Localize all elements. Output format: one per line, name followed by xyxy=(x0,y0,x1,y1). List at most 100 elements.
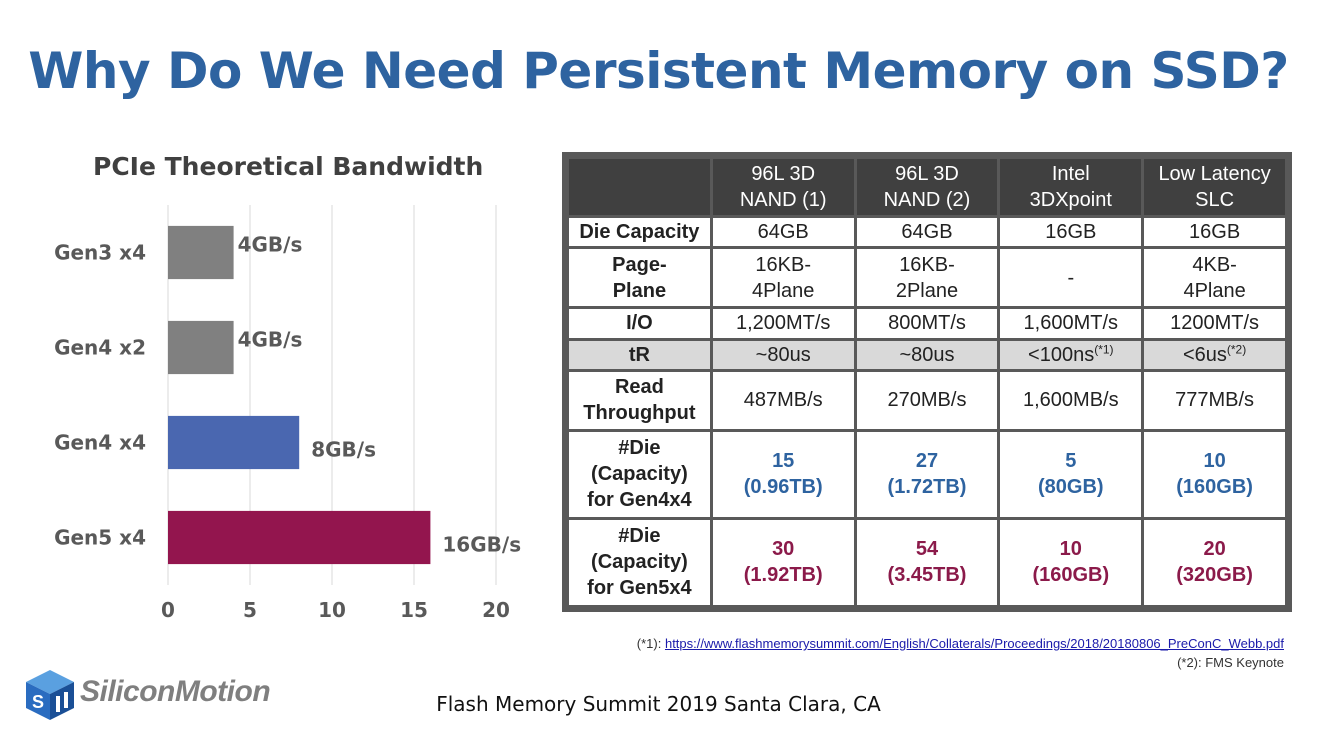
cell-line: SLC xyxy=(1195,189,1235,211)
cell-line: 777MB/s xyxy=(1175,389,1255,412)
table-cell: 4KB- 4Plane xyxy=(1144,249,1285,307)
cell-line: 487MB/s xyxy=(743,389,823,412)
table-cell: 15 (0.96TB) xyxy=(712,431,854,517)
table-cell: 54 (3.45TB) xyxy=(856,519,998,605)
svg-text:S: S xyxy=(32,692,44,712)
table-cell: 10 (160GB) xyxy=(1000,519,1142,605)
cell-line: 96L 3D xyxy=(895,163,959,185)
table-cell: 777MB/s xyxy=(1144,371,1285,429)
table-cell: 270MB/s xyxy=(856,371,998,429)
data-label: 4GB/s xyxy=(238,328,303,352)
table-cell: <100ns(*1) xyxy=(1000,340,1142,369)
bar xyxy=(168,225,234,280)
table-cell: 30 (1.92TB) xyxy=(712,519,854,605)
cell-line: 10 xyxy=(1203,450,1226,473)
data-label: 8GB/s xyxy=(311,438,376,462)
footnote-1-prefix: (*1): xyxy=(636,636,665,651)
x-tick-label: 5 xyxy=(243,598,257,622)
table-cell: 10 (160GB) xyxy=(1144,431,1285,517)
data-label: 16GB/s xyxy=(442,533,521,557)
category-label: Gen5 x4 xyxy=(54,526,146,550)
cell-line: ~80us xyxy=(899,343,955,366)
cell-line: Plane xyxy=(612,279,667,302)
cell-line: 96L 3D xyxy=(751,163,816,185)
table-cell: ~80us xyxy=(856,340,998,369)
cell-line: 16GB xyxy=(1189,221,1241,244)
cell-line: 16KB- xyxy=(755,253,811,276)
footnote-1-link[interactable]: https://www.flashmemorysummit.com/Englis… xyxy=(664,636,1284,651)
cell-line: 54 xyxy=(915,538,939,561)
cell-line: 1,200MT/s xyxy=(735,312,831,335)
cell-line: 4Plane xyxy=(1183,279,1246,302)
cell-line: 3DXpoint xyxy=(1029,189,1112,211)
table-cell: - xyxy=(1000,249,1142,307)
cell-line: ~80us xyxy=(755,343,811,366)
cell-line: 5 xyxy=(1065,450,1077,473)
cell-line: 16KB- xyxy=(899,253,955,276)
cell-line: (1.72TB) xyxy=(887,476,967,499)
data-label: 4GB/s xyxy=(238,233,303,257)
cell-line: - xyxy=(1067,266,1075,289)
footnote-1: (*1): https://www.flashmemorysummit.com/… xyxy=(637,636,1284,651)
table-cell: 1,600MB/s xyxy=(1000,371,1142,429)
cell-line: (80GB) xyxy=(1038,476,1104,499)
table-cell: 1,200MT/s xyxy=(712,309,854,338)
cell-line: 30 xyxy=(772,538,795,561)
cell-line: #Die (Capacity) xyxy=(591,525,688,574)
cell-line: 27 xyxy=(915,450,939,473)
footnote-marker: (*1) xyxy=(1094,342,1114,357)
comparison-table: 96L 3D NAND (1) 96L 3D NAND (2) Intel 3DXpoin… xyxy=(562,152,1292,612)
cell-line: #Die (Capacity) xyxy=(591,437,688,486)
logo-text: SiliconMotion xyxy=(80,675,271,708)
cell-line: for Gen5x4 xyxy=(587,577,692,600)
column-header: 96L 3D NAND (1) xyxy=(712,159,854,215)
bandwidth-bar-chart: 0 5 10 15 20 Gen3 x4 4GB/s Gen4 x2 4GB/s Gen4 x4 8… xyxy=(54,205,521,622)
table-cell: 800MT/s xyxy=(856,309,998,338)
row-label: tR xyxy=(569,340,710,369)
cell-line: NAND (1) xyxy=(739,189,827,211)
header-corner xyxy=(569,159,710,215)
footnote-2: (*2): FMS Keynote xyxy=(1177,655,1284,670)
table-cell: 64GB xyxy=(856,218,998,247)
cell-value: <100ns xyxy=(1028,343,1095,366)
table-cell: 27 (1.72TB) xyxy=(856,431,998,517)
bar xyxy=(168,510,431,565)
cell-line: Page- xyxy=(612,253,667,276)
cell-line: Read xyxy=(614,376,664,399)
cell-line: 1,600MT/s xyxy=(1023,312,1119,335)
table-cell: 20 (320GB) xyxy=(1144,519,1285,605)
cell-line: (320GB) xyxy=(1176,564,1253,587)
cell-line: Intel xyxy=(1051,163,1090,185)
x-tick-label: 20 xyxy=(482,598,510,622)
x-tick-label: 15 xyxy=(400,598,428,622)
cell-value: <6us xyxy=(1182,343,1227,366)
table-cell: 487MB/s xyxy=(712,371,854,429)
cell-line: 800MT/s xyxy=(888,312,966,335)
cell-line: I/O xyxy=(626,312,653,335)
cell-line: (0.96TB) xyxy=(743,476,823,499)
row-label: #Die (Capacity) for Gen4x4 xyxy=(569,431,710,517)
category-label: Gen4 x4 xyxy=(54,431,146,455)
silicon-motion-cube-logo-icon: S xyxy=(26,670,74,720)
bar xyxy=(168,320,234,375)
cell-line: Die Capacity xyxy=(579,221,700,244)
row-label: #Die (Capacity) for Gen5x4 xyxy=(569,519,710,605)
row-label: Die Capacity xyxy=(569,218,710,247)
table-body: Die Capacity 64GB 64GB 16GB 16GB Page- Plane 16… xyxy=(569,218,1285,605)
row-label: I/O xyxy=(569,309,710,338)
column-header: 96L 3D NAND (2) xyxy=(856,159,998,215)
table-header-row: 96L 3D NAND (1) 96L 3D NAND (2) Intel 3DXpoin… xyxy=(569,159,1285,215)
x-tick-label: 0 xyxy=(161,598,175,622)
table-row: Read Throughput 487MB/s 270MB/s 1,600MB/s 777… xyxy=(569,371,1285,429)
category-label: Gen4 x2 xyxy=(54,336,146,360)
column-header: Low Latency SLC xyxy=(1144,159,1285,215)
chart-title: PCIe Theoretical Bandwidth xyxy=(93,152,484,181)
cell-line: 1200MT/s xyxy=(1170,312,1260,335)
cell-line: 64GB xyxy=(757,221,809,244)
category-label: Gen3 x4 xyxy=(54,241,146,265)
bar xyxy=(168,415,300,470)
cell-line: Low Latency xyxy=(1158,163,1271,185)
cell-line: (160GB) xyxy=(1176,476,1253,499)
row-label: Read Throughput xyxy=(569,371,710,429)
table-cell: ~80us xyxy=(712,340,854,369)
